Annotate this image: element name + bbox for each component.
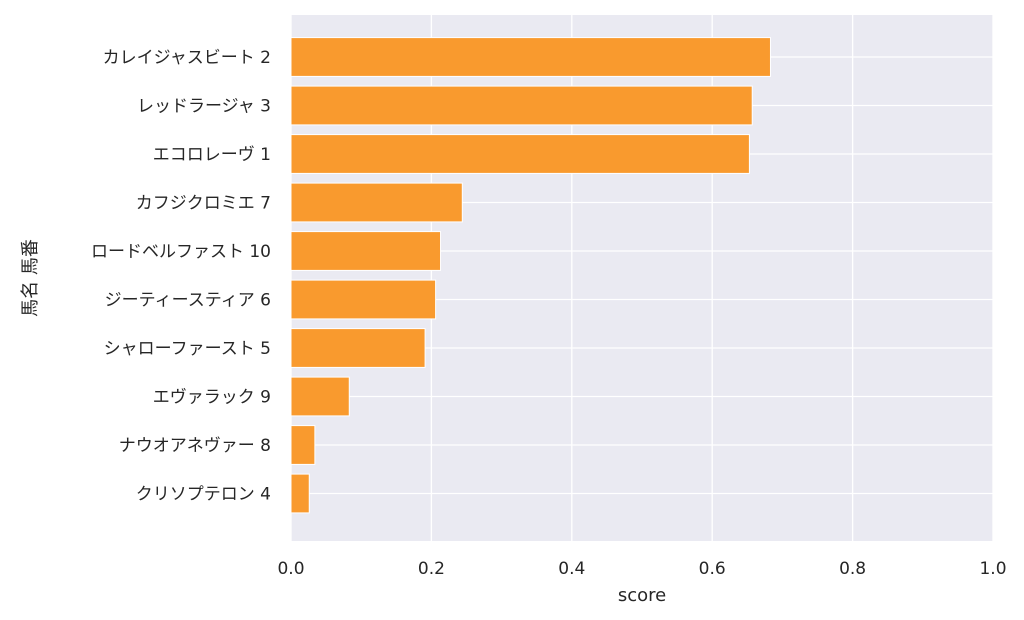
x-tick-label: 0.2: [418, 559, 445, 579]
bars: [290, 37, 771, 514]
x-tick-labels: 0.0 0.2 0.4 0.6 0.8 1.0: [277, 559, 1006, 579]
y-tick-label: レッドラージャ 3: [137, 97, 271, 117]
x-tick-label: 1.0: [979, 559, 1006, 579]
bar: [290, 328, 426, 368]
y-tick-label: シャローファースト 5: [104, 339, 271, 359]
y-tick-label: クリソプテロン 4: [136, 485, 271, 505]
y-axis-label: 馬名 馬番: [20, 239, 41, 317]
y-tick-labels: カレイジャスビート 2 レッドラージャ 3 エコロレーヴ 1 カフジクロミエ 7 ロード…: [91, 48, 271, 505]
bar: [290, 376, 350, 417]
y-tick-label: ジーティースティア 6: [105, 291, 271, 311]
y-tick-label: エコロレーヴ 1: [153, 145, 271, 165]
y-tick-label: ナウオアネヴァー 8: [119, 436, 271, 456]
y-tick-label: ロードベルファスト 10: [91, 242, 271, 262]
y-tick-label: カレイジャスビート 2: [103, 48, 271, 68]
x-tick-label: 0.0: [277, 559, 304, 579]
bar: [290, 182, 463, 223]
bar: [290, 425, 316, 465]
x-tick-label: 0.8: [839, 559, 866, 579]
bar: [290, 231, 442, 271]
bar: [290, 134, 750, 174]
bar: [290, 473, 310, 514]
x-tick-label: 0.4: [558, 559, 585, 579]
y-tick-label: エヴァラック 9: [153, 388, 271, 408]
x-axis-label: score: [618, 585, 666, 606]
bar: [290, 279, 437, 320]
bar: [290, 37, 771, 77]
y-tick-label: カフジクロミエ 7: [136, 194, 271, 214]
bar: [290, 85, 753, 126]
x-tick-label: 0.6: [699, 559, 726, 579]
